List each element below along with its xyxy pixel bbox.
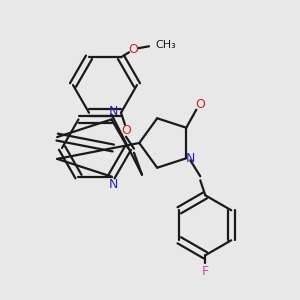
Text: N: N <box>109 178 118 191</box>
Text: F: F <box>202 265 209 278</box>
Text: CH₃: CH₃ <box>155 40 176 50</box>
Text: N: N <box>186 152 195 165</box>
Text: N: N <box>109 105 118 118</box>
Text: O: O <box>128 43 138 56</box>
Text: O: O <box>195 98 205 111</box>
Text: O: O <box>121 124 131 137</box>
